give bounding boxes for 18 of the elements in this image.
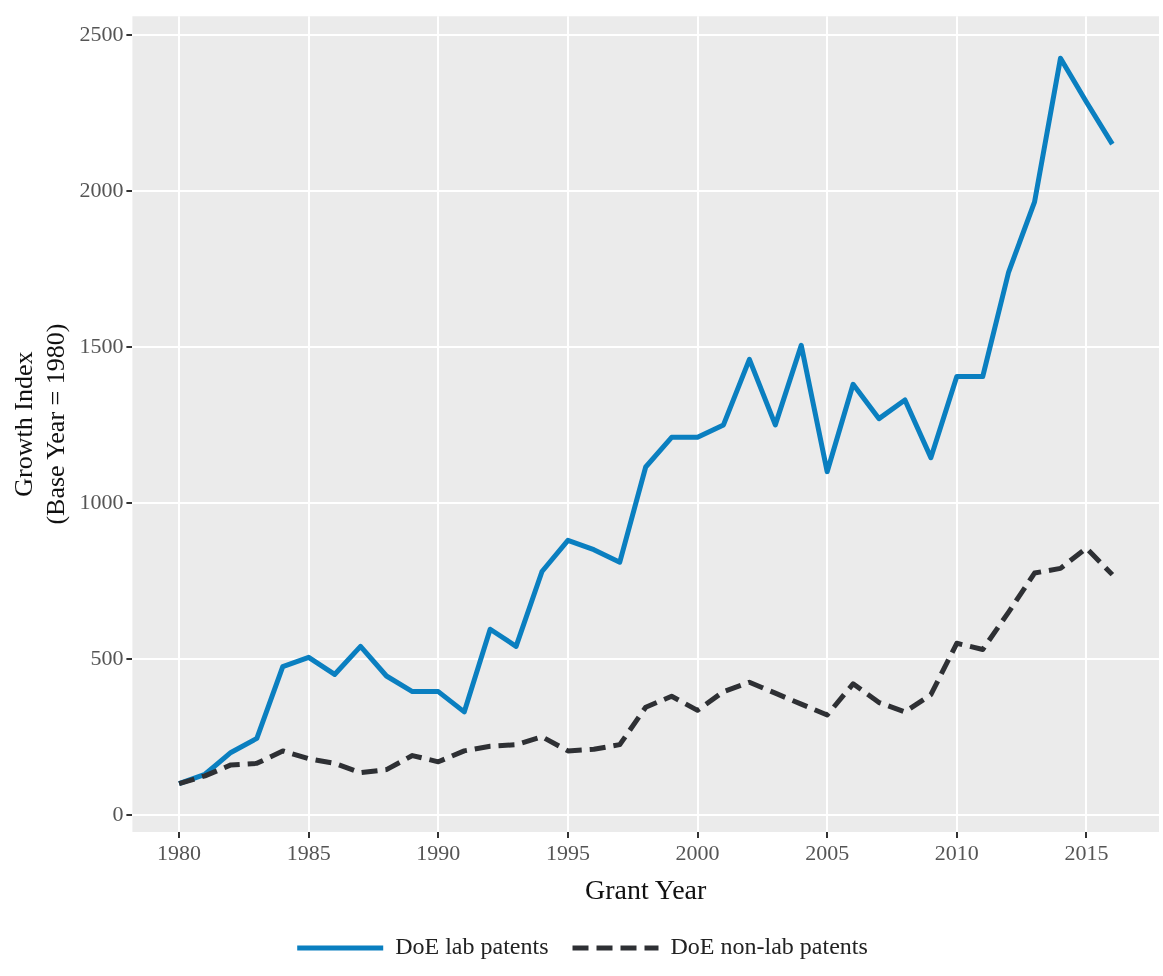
x-tick-label: 2005 (805, 839, 850, 865)
x-tick-label: 1985 (286, 839, 331, 865)
y-tick-label: 2500 (79, 20, 124, 46)
y-tick-label: 500 (90, 644, 124, 670)
y-tick-label: 0 (112, 800, 124, 826)
x-tick-label: 1990 (416, 839, 461, 865)
y-tick-label: 1000 (79, 488, 124, 514)
y-axis-title: Growth Index (Base Year = 1980) (9, 323, 70, 525)
legend-label: DoE lab patents (395, 933, 549, 960)
x-tick-label: 2015 (1064, 839, 1109, 865)
x-tick-label: 2000 (675, 839, 720, 865)
x-tick-label: 1995 (545, 839, 590, 865)
y-tick-label: 1500 (79, 332, 124, 358)
legend-label: DoE non-lab patents (670, 933, 868, 960)
y-tick-label: 2000 (79, 176, 124, 202)
x-tick-label: 2010 (934, 839, 979, 865)
x-axis-title: Grant Year (585, 873, 708, 905)
x-tick-label: 1980 (157, 839, 202, 865)
